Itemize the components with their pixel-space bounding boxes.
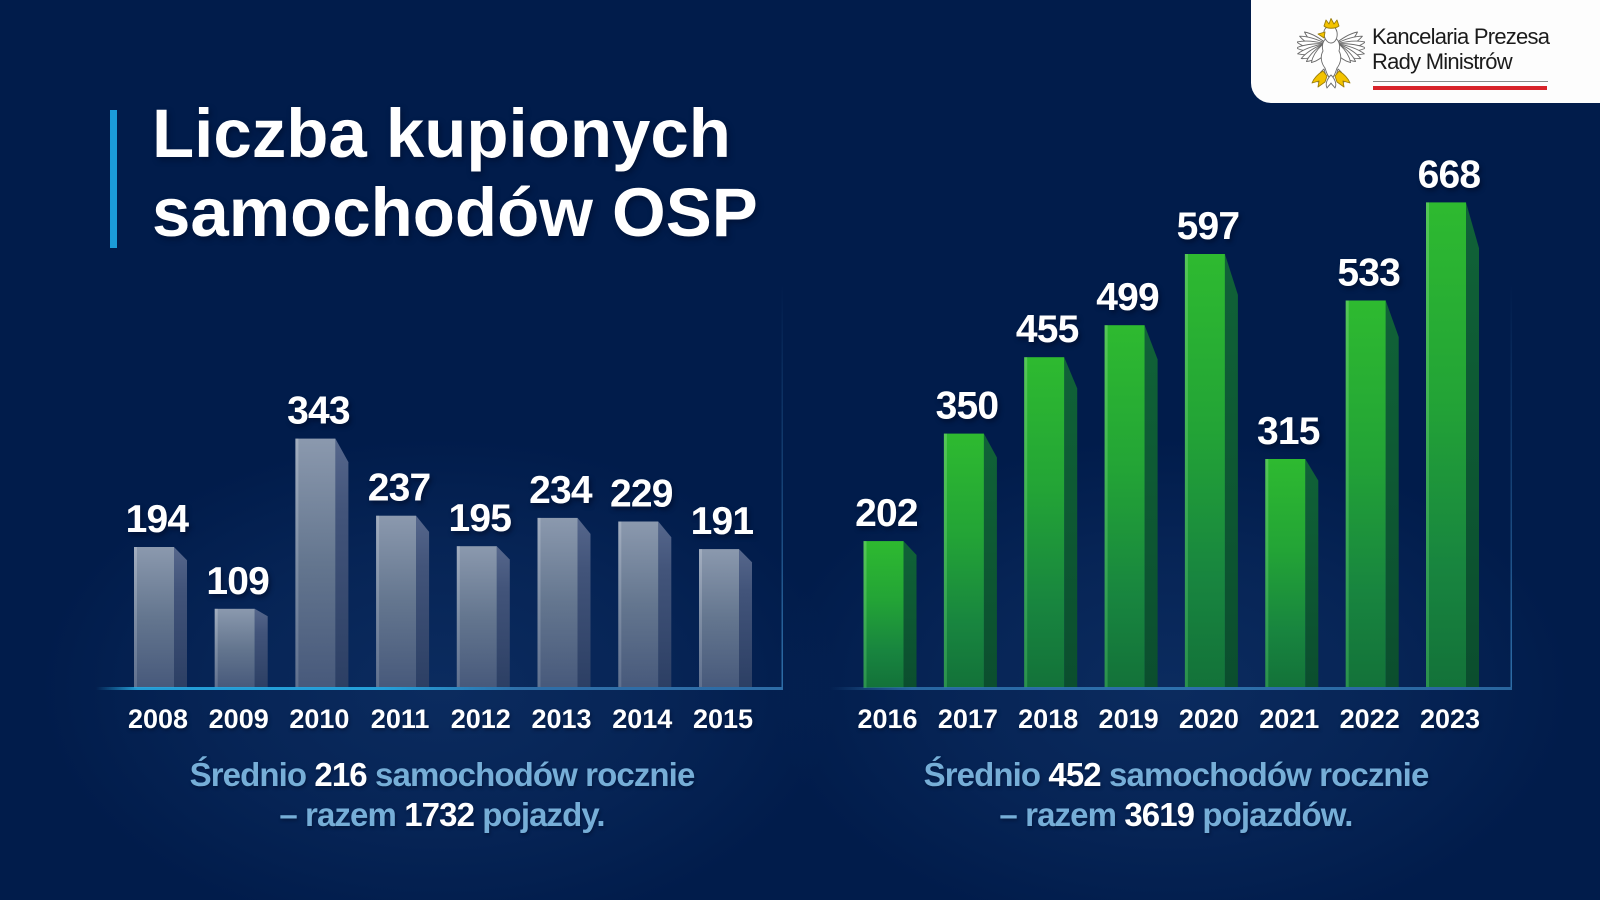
svg-text:2009: 2009: [209, 704, 269, 734]
svg-text:202: 202: [855, 492, 918, 535]
svg-text:237: 237: [368, 467, 431, 510]
svg-text:315: 315: [1257, 410, 1320, 453]
svg-text:455: 455: [1016, 308, 1079, 351]
svg-text:2012: 2012: [451, 704, 511, 734]
svg-text:234: 234: [529, 469, 593, 512]
svg-text:2013: 2013: [531, 704, 591, 734]
svg-text:109: 109: [206, 560, 269, 603]
svg-text:2015: 2015: [693, 704, 753, 734]
svg-text:2021: 2021: [1259, 704, 1319, 734]
svg-text:2019: 2019: [1099, 704, 1159, 734]
svg-text:499: 499: [1096, 276, 1159, 319]
svg-text:194: 194: [126, 498, 190, 541]
svg-text:350: 350: [936, 385, 999, 428]
svg-text:597: 597: [1177, 205, 1240, 248]
svg-text:2011: 2011: [371, 704, 430, 734]
svg-text:195: 195: [448, 497, 511, 540]
svg-text:2018: 2018: [1018, 704, 1078, 734]
svg-text:2014: 2014: [612, 704, 672, 734]
svg-text:2020: 2020: [1179, 704, 1239, 734]
svg-text:343: 343: [287, 390, 350, 433]
svg-text:2008: 2008: [128, 704, 188, 734]
svg-text:191: 191: [691, 500, 754, 543]
svg-text:668: 668: [1418, 153, 1481, 196]
svg-text:229: 229: [610, 473, 673, 516]
svg-text:2016: 2016: [857, 704, 917, 734]
svg-text:2023: 2023: [1420, 704, 1480, 734]
svg-text:2017: 2017: [938, 704, 998, 734]
svg-text:2010: 2010: [289, 704, 349, 734]
svg-text:2022: 2022: [1340, 704, 1400, 734]
svg-text:533: 533: [1337, 252, 1400, 295]
